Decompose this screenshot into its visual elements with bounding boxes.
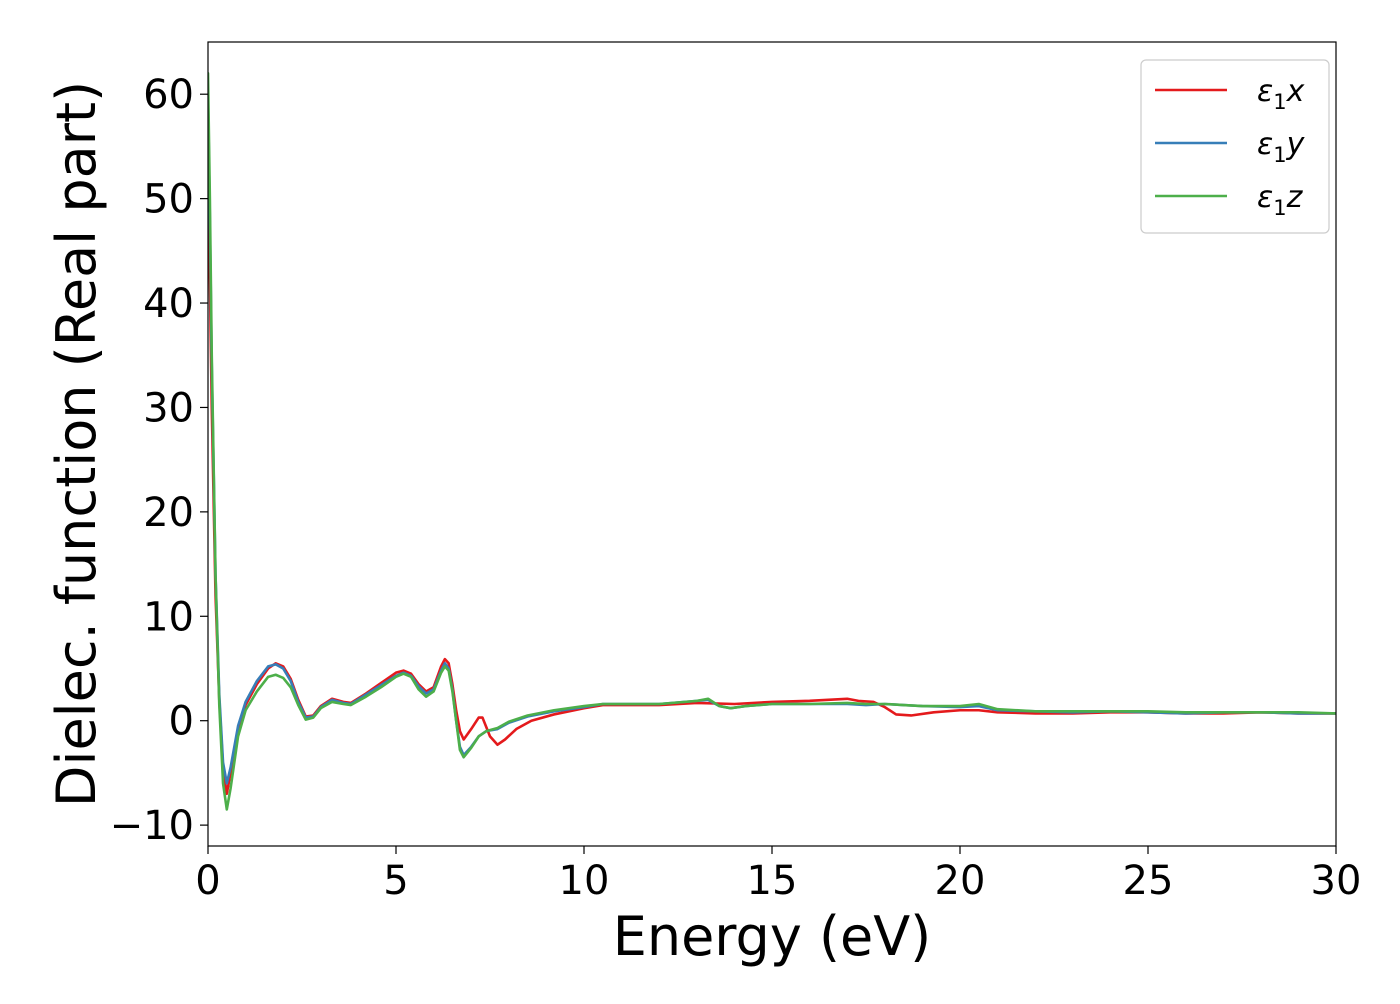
y-tick-label: 0 xyxy=(169,699,194,745)
x-tick-label: 30 xyxy=(1311,858,1362,904)
legend-epsilon-symbol: ε xyxy=(1257,74,1273,109)
legend-label-z: ε1z xyxy=(1257,180,1304,220)
y-tick-label: 30 xyxy=(143,385,194,431)
legend-subscript: 1 xyxy=(1273,143,1286,167)
y-tick-label: 50 xyxy=(143,177,194,223)
legend-label-y: ε1y xyxy=(1257,127,1306,167)
x-tick-label: 15 xyxy=(747,858,798,904)
legend-subscript: 1 xyxy=(1273,196,1286,220)
y-tick-label: −10 xyxy=(110,803,194,849)
legend-label-x: ε1x xyxy=(1257,74,1305,114)
x-axis-title: Energy (eV) xyxy=(613,905,932,968)
legend-epsilon-symbol: ε xyxy=(1257,180,1273,215)
x-tick-label: 5 xyxy=(383,858,408,904)
series-line-x xyxy=(208,176,1336,796)
y-tick-label: 10 xyxy=(143,594,194,640)
y-axis-title: Dielec. function (Real part) xyxy=(45,81,108,807)
x-axis-ticks: 0 5 10 15 20 25 30 xyxy=(195,846,1361,904)
legend-series-name: y xyxy=(1286,127,1306,162)
y-tick-label: 40 xyxy=(143,281,194,327)
y-tick-label: 60 xyxy=(143,72,194,118)
legend-box xyxy=(1140,59,1330,234)
series-layer xyxy=(208,72,1336,811)
x-tick-label: 20 xyxy=(935,858,986,904)
x-tick-label: 0 xyxy=(195,858,220,904)
y-axis-ticks: −10 0 10 20 30 40 50 60 xyxy=(110,72,208,849)
x-tick-label: 10 xyxy=(559,858,610,904)
legend-subscript: 1 xyxy=(1273,90,1286,114)
y-tick-label: 20 xyxy=(143,490,194,536)
legend-epsilon-symbol: ε xyxy=(1257,127,1273,162)
legend-series-name: x xyxy=(1286,74,1305,109)
x-tick-label: 25 xyxy=(1123,858,1174,904)
legend-series-name: z xyxy=(1286,180,1304,215)
series-line-z xyxy=(208,72,1336,811)
